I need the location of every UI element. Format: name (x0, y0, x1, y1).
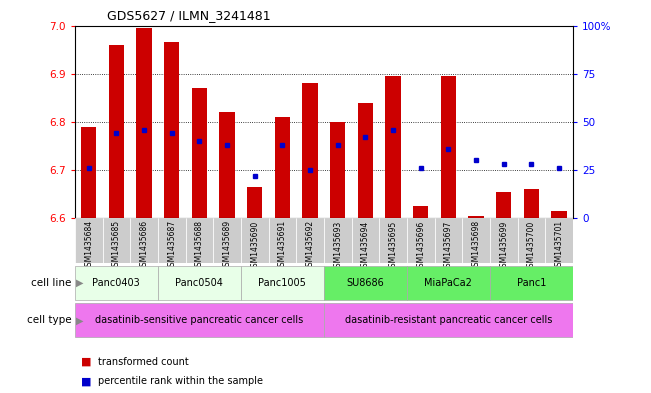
Bar (435, 218, 462, 263)
Text: SU8686: SU8686 (346, 278, 384, 288)
Bar (275, 117, 290, 218)
Bar (296, 218, 324, 263)
Bar (192, 88, 207, 218)
Text: GSM1435685: GSM1435685 (112, 220, 121, 272)
Bar (219, 112, 234, 218)
Bar (303, 83, 318, 218)
Bar (490, 266, 573, 300)
Bar (379, 218, 407, 263)
Text: GSM1435696: GSM1435696 (416, 220, 425, 272)
Bar (324, 218, 352, 263)
Bar (524, 189, 539, 218)
Text: GSM1435697: GSM1435697 (444, 220, 453, 272)
Bar (186, 218, 213, 263)
Bar (81, 127, 96, 218)
Bar (158, 266, 241, 300)
Text: GSM1435684: GSM1435684 (84, 220, 93, 272)
Text: ▶: ▶ (76, 278, 84, 288)
Text: ■: ■ (81, 376, 92, 386)
Bar (330, 122, 345, 218)
Text: GSM1435687: GSM1435687 (167, 220, 176, 272)
Bar (413, 206, 428, 218)
Bar (268, 218, 296, 263)
Text: GSM1435691: GSM1435691 (278, 220, 287, 272)
Bar (75, 218, 103, 263)
Text: GSM1435695: GSM1435695 (389, 220, 398, 272)
Bar (75, 303, 324, 337)
Text: dasatinib-resistant pancreatic cancer cells: dasatinib-resistant pancreatic cancer ce… (344, 315, 552, 325)
Text: GDS5627 / ILMN_3241481: GDS5627 / ILMN_3241481 (107, 9, 271, 22)
Bar (158, 218, 186, 263)
Bar (103, 218, 130, 263)
Bar (324, 303, 573, 337)
Bar (109, 45, 124, 218)
Bar (441, 76, 456, 218)
Text: GSM1435699: GSM1435699 (499, 220, 508, 272)
Bar (241, 218, 269, 263)
Bar (241, 266, 324, 300)
Text: GSM1435689: GSM1435689 (223, 220, 232, 272)
Bar (352, 218, 379, 263)
Bar (551, 211, 566, 218)
Text: cell type: cell type (27, 315, 72, 325)
Bar (324, 266, 407, 300)
Text: GSM1435686: GSM1435686 (139, 220, 148, 272)
Text: GSM1435693: GSM1435693 (333, 220, 342, 272)
Bar (164, 42, 179, 218)
Text: Panc0403: Panc0403 (92, 278, 140, 288)
Bar (407, 266, 490, 300)
Bar (358, 103, 373, 218)
Bar (75, 266, 158, 300)
Bar (407, 218, 435, 263)
Text: GSM1435698: GSM1435698 (471, 220, 480, 272)
Bar (137, 28, 152, 218)
Text: percentile rank within the sample: percentile rank within the sample (98, 376, 262, 386)
Bar (545, 218, 573, 263)
Bar (469, 216, 484, 218)
Text: Panc1005: Panc1005 (258, 278, 307, 288)
Bar (518, 218, 545, 263)
Bar (496, 192, 511, 218)
Bar (490, 218, 518, 263)
Bar (247, 187, 262, 218)
Text: GSM1435701: GSM1435701 (555, 220, 564, 272)
Text: ■: ■ (81, 356, 92, 367)
Text: GSM1435692: GSM1435692 (305, 220, 314, 272)
Text: GSM1435700: GSM1435700 (527, 220, 536, 272)
Text: GSM1435690: GSM1435690 (250, 220, 259, 272)
Bar (213, 218, 241, 263)
Text: ▶: ▶ (76, 315, 84, 325)
Bar (130, 218, 158, 263)
Text: dasatinib-sensitive pancreatic cancer cells: dasatinib-sensitive pancreatic cancer ce… (95, 315, 303, 325)
Bar (385, 76, 400, 218)
Text: Panc0504: Panc0504 (175, 278, 223, 288)
Text: transformed count: transformed count (98, 356, 188, 367)
Text: Panc1: Panc1 (517, 278, 546, 288)
Text: cell line: cell line (31, 278, 72, 288)
Bar (462, 218, 490, 263)
Text: MiaPaCa2: MiaPaCa2 (424, 278, 473, 288)
Text: GSM1435694: GSM1435694 (361, 220, 370, 272)
Text: GSM1435688: GSM1435688 (195, 220, 204, 272)
